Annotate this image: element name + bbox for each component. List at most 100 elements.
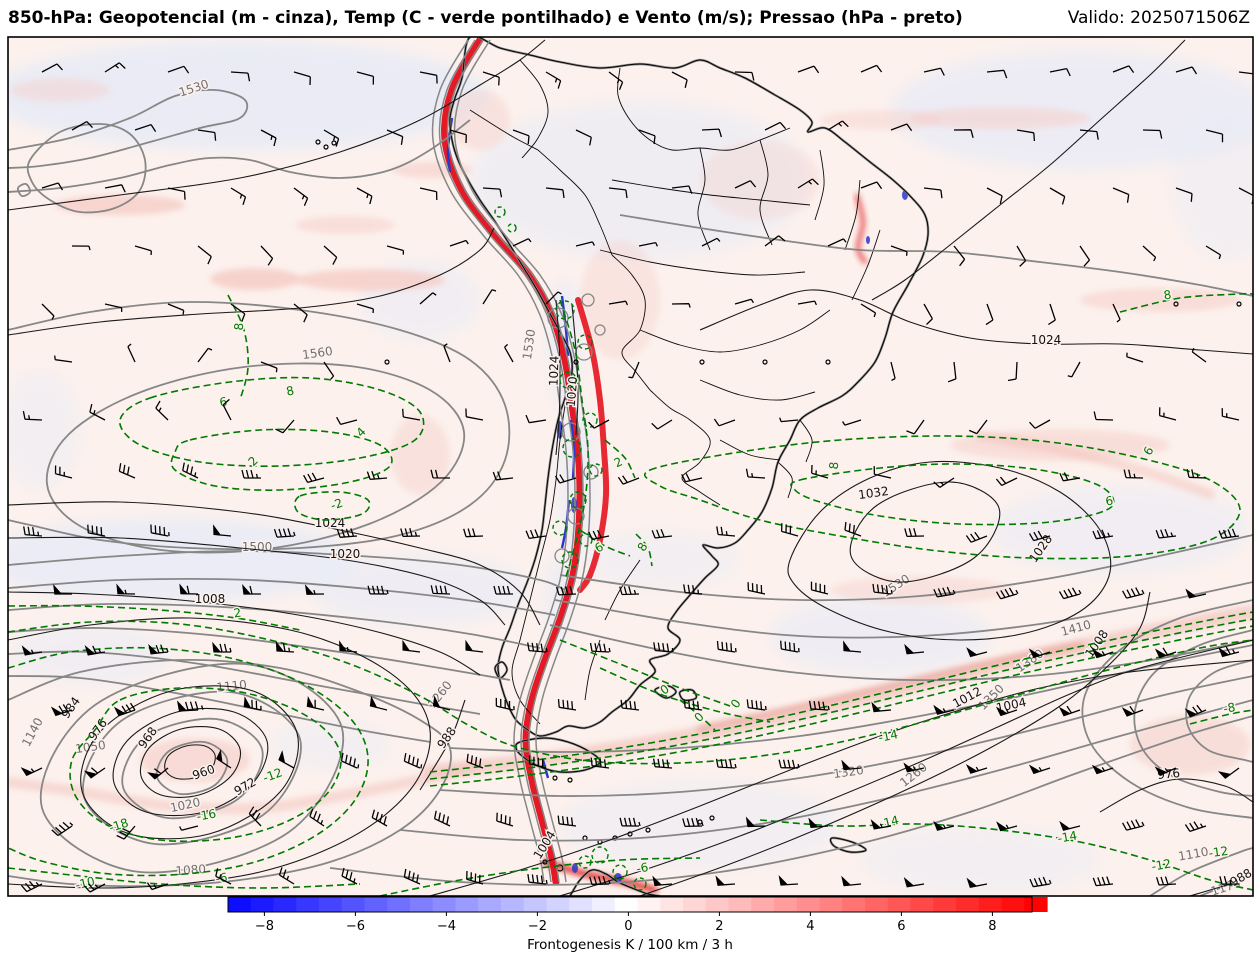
- wind-barb: [432, 695, 451, 711]
- colorbar-tick-label: −4: [437, 919, 456, 934]
- shading-blue-patch: [1170, 100, 1253, 260]
- wind-barb: [430, 469, 451, 479]
- wind-barb: [811, 464, 829, 479]
- wind-barb: [41, 182, 64, 191]
- temperature-scribble: [633, 877, 647, 891]
- contour-label: 1050: [74, 738, 106, 756]
- colorbar-segment: [319, 897, 343, 912]
- wind-barb: [1029, 876, 1052, 888]
- colorbar-tick-label: 4: [806, 919, 814, 934]
- wind-barb: [797, 300, 817, 306]
- wind-barb: [323, 245, 338, 265]
- wind-barb: [197, 245, 212, 265]
- wind-barb: [933, 704, 955, 715]
- geopotential-contour: [8, 301, 511, 551]
- shading-pink-patch: [210, 268, 300, 290]
- wind-barb: [366, 470, 388, 481]
- wind-barb: [336, 416, 358, 426]
- temperature-contour: [119, 376, 425, 467]
- temperature-contour: [170, 428, 393, 491]
- colorbar-segment: [660, 897, 684, 912]
- contour-label: 2: [233, 606, 243, 621]
- wind-barb: [734, 71, 755, 81]
- wind-barb: [995, 587, 1019, 600]
- wind-barb: [71, 121, 93, 131]
- temperature-contour: [227, 294, 249, 401]
- pressure-contour: [429, 659, 1253, 896]
- contour-label: -12: [1150, 856, 1172, 873]
- calm-wind-marker: [825, 359, 831, 365]
- wind-barb: [653, 642, 674, 653]
- border-line: [777, 461, 793, 499]
- andes-terrain-contour: [431, 39, 569, 883]
- country-borders: [469, 59, 881, 725]
- border-line: [844, 179, 861, 251]
- wind-barb: [545, 291, 562, 305]
- border-line: [719, 439, 781, 461]
- pressure-contour: [8, 591, 481, 676]
- wind-barb: [1217, 767, 1240, 779]
- temperature-contour: [604, 439, 636, 479]
- temperature-front-line: [429, 618, 1253, 780]
- wind-barb: [1049, 67, 1071, 77]
- wind-barb: [1079, 129, 1099, 140]
- wind-barb: [628, 361, 640, 379]
- wind-barb: [810, 581, 829, 595]
- blue-speck: [571, 497, 577, 513]
- border-line: [814, 149, 825, 221]
- wind-barb: [1175, 187, 1193, 202]
- wind-barb: [1191, 347, 1207, 363]
- wind-barb: [1121, 705, 1144, 717]
- wind-barb: [134, 123, 157, 132]
- temperature-scribble: [552, 520, 568, 536]
- temperature-scribble: [577, 334, 593, 350]
- wind-barb: [608, 71, 624, 91]
- contour-label: 1024: [546, 355, 561, 386]
- wind-barb: [1016, 245, 1027, 267]
- wind-barb: [155, 400, 169, 421]
- wind-barb: [419, 292, 437, 305]
- wind-barb: [309, 808, 325, 827]
- geopotential-contour: [1149, 847, 1253, 896]
- calm-wind-marker: [1173, 301, 1179, 307]
- wind-barb: [304, 584, 325, 595]
- wind-barb: [713, 418, 736, 427]
- colorbar-segment: [410, 897, 434, 912]
- contour-label: -16: [195, 806, 217, 823]
- wind-barb: [745, 816, 766, 828]
- wind-barb: [1205, 129, 1224, 143]
- wind-barb: [890, 123, 913, 132]
- wind-barb: [638, 129, 656, 145]
- temperature-scribble: [555, 300, 575, 320]
- wind-barbs: [20, 62, 1253, 893]
- wind-barb: [872, 583, 893, 595]
- island: [567, 777, 573, 783]
- temperature-scribble: [494, 206, 506, 218]
- colorbar-segment: [296, 897, 320, 912]
- temperature-scribble: [582, 412, 598, 428]
- wind-barb: [903, 877, 925, 888]
- contour-label: 8: [232, 322, 247, 331]
- pressure-contour: [8, 39, 546, 211]
- wind-barb: [701, 237, 721, 247]
- wind-barb: [638, 241, 658, 247]
- wind-barb: [764, 235, 786, 247]
- temperature-contour: [1119, 292, 1253, 313]
- pressure-contour: [639, 591, 1151, 896]
- pressure-contour: [559, 639, 1253, 896]
- border-line: [511, 371, 573, 725]
- wind-barb: [306, 696, 325, 711]
- colorbar-segment: [865, 897, 889, 912]
- wind-barb: [575, 129, 592, 146]
- temperature-scribble: [562, 438, 582, 458]
- colorbar-tick-label: 6: [897, 919, 905, 934]
- shading-blue-patch: [770, 595, 990, 675]
- pressure-contour: [871, 39, 1186, 301]
- andes-blue-segment: [569, 419, 576, 479]
- wind-barb: [545, 187, 565, 199]
- wind-barb: [21, 645, 43, 656]
- wind-barb: [403, 752, 423, 769]
- coastline: [830, 837, 867, 853]
